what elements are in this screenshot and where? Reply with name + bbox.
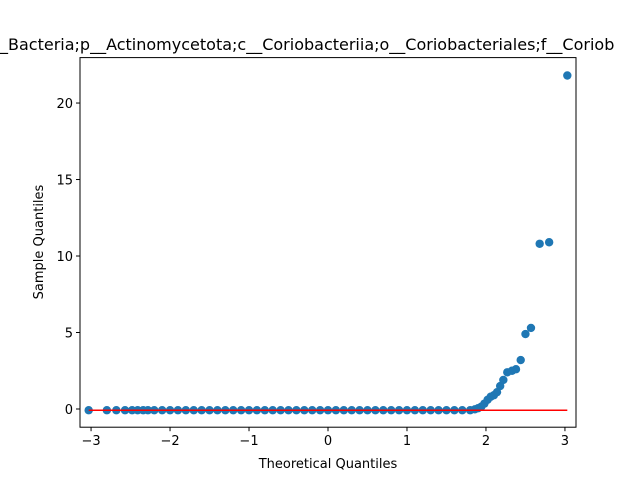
x-tick-label: −2	[160, 434, 179, 449]
chart-title: _Bacteria;p__Actinomycetota;c__Coriobact…	[0, 35, 614, 55]
x-tick-label: 2	[482, 434, 490, 449]
plot-frame	[79, 57, 577, 428]
point	[535, 239, 544, 248]
point	[499, 375, 508, 385]
point	[521, 329, 530, 339]
y-tick-label: 10	[56, 250, 73, 265]
point	[544, 238, 554, 247]
x-axis-label: Theoretical Quantiles	[258, 457, 398, 472]
x-tick-label: 3	[561, 434, 569, 449]
y-tick-label: 20	[56, 97, 73, 112]
y-tick-label: 0	[65, 403, 73, 418]
x-tick-label: 1	[403, 434, 411, 449]
point	[511, 365, 521, 374]
y-tick-label: 5	[65, 327, 73, 342]
x-tick-label: −1	[239, 434, 258, 449]
point	[526, 323, 536, 333]
x-tick-label: −3	[81, 434, 100, 449]
x-tick-label: 0	[324, 434, 332, 449]
point	[516, 355, 525, 365]
y-tick-label: 15	[56, 174, 73, 189]
y-axis-label: Sample Quantiles	[32, 184, 47, 299]
point	[563, 71, 572, 80]
